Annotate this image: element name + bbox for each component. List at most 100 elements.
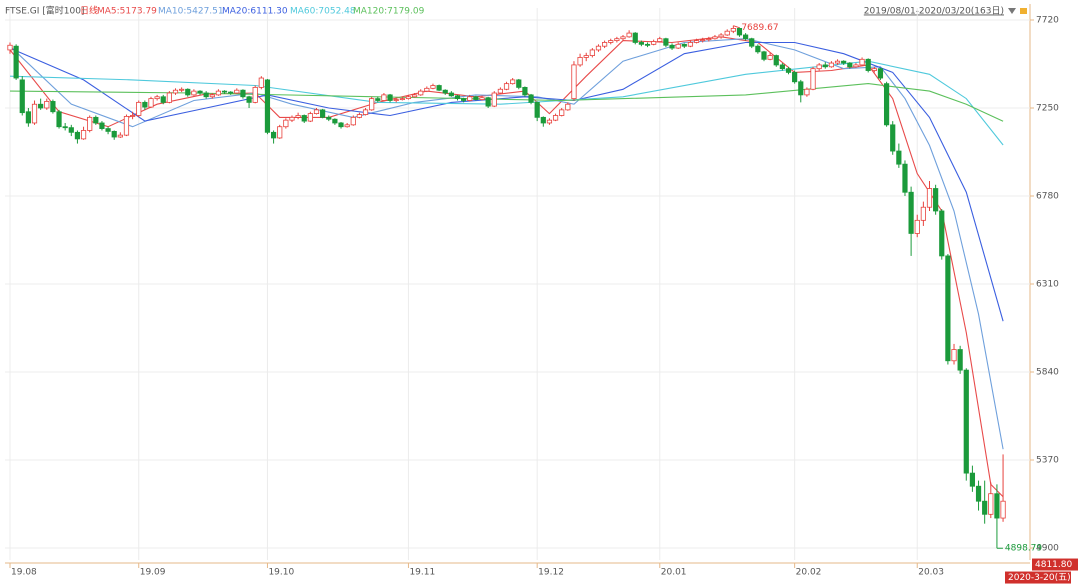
candle-body (540, 116, 546, 124)
y-tick-label: 5840 (1036, 368, 1059, 378)
candle-body (644, 43, 651, 46)
candle-body (552, 115, 559, 121)
candle-body (197, 90, 203, 94)
candle-body (338, 122, 344, 128)
candle-body (945, 255, 951, 362)
candle-body (185, 88, 191, 96)
candle-body (681, 43, 687, 47)
annotation: 7689.67 (741, 23, 778, 33)
candle-body (123, 116, 130, 136)
candle-body (215, 90, 222, 96)
candle-body (608, 40, 614, 43)
candle-body (969, 472, 976, 487)
x-tick-label: 19.11 (409, 568, 435, 578)
candle-body (344, 124, 350, 128)
candle-body (25, 111, 31, 124)
candle-body (405, 96, 412, 100)
candle-body (951, 349, 957, 362)
candle-body (890, 124, 896, 152)
candle-body (38, 103, 44, 109)
candle-body (350, 116, 356, 126)
candle-body (859, 58, 865, 66)
y-tick-label: 7250 (1036, 103, 1059, 113)
candle-body (228, 91, 234, 94)
candle-body (467, 96, 473, 101)
candle-body (736, 28, 743, 36)
candle-body (534, 101, 540, 118)
candle-body (283, 119, 289, 128)
candle-body (129, 115, 136, 117)
candle-body (804, 88, 810, 96)
candle-body (902, 163, 908, 193)
candle-body (841, 60, 847, 64)
candle-body (810, 68, 816, 90)
candle-body (730, 28, 736, 32)
y-tick-label: 7720 (1036, 15, 1059, 25)
candle-body (988, 493, 994, 515)
range-label[interactable]: 2019/08/01-2020/03/20(163日) (864, 6, 1004, 17)
candle-body (252, 86, 258, 103)
candle-body (50, 101, 56, 113)
candle-body (914, 219, 920, 234)
candle-body (503, 83, 510, 90)
candle-body (632, 32, 638, 43)
candle-body (675, 43, 681, 49)
annotation-arrow (733, 25, 740, 29)
candle-body (743, 34, 749, 40)
candle-body (712, 36, 718, 40)
candle-body (994, 493, 1000, 519)
candle-body (387, 94, 393, 101)
candle-body (700, 39, 706, 42)
candle-body (798, 81, 804, 96)
candle-body (883, 83, 890, 126)
candle-body (565, 103, 571, 111)
candle-body (246, 96, 252, 103)
lock-icon[interactable] (1020, 8, 1027, 14)
candle-body (362, 109, 369, 115)
candle-body (393, 99, 399, 101)
candle-body (853, 64, 859, 68)
candle-body (847, 62, 853, 68)
candle-body (93, 116, 99, 124)
candle-body (424, 87, 430, 92)
candle-body (313, 109, 320, 115)
candle-body (982, 500, 988, 515)
candle-body (571, 64, 577, 100)
candle-body (755, 45, 761, 53)
candle-body (865, 58, 871, 71)
candle-body (577, 57, 583, 66)
candle-body (13, 45, 19, 79)
candle-body (31, 103, 38, 124)
candle-body (375, 98, 381, 101)
candle-body (430, 85, 436, 89)
candle-body (816, 64, 822, 70)
candle-body (828, 62, 835, 68)
candle-body (234, 89, 240, 94)
candle-body (191, 90, 197, 96)
candle-body (693, 40, 700, 43)
dropdown-icon[interactable] (1008, 8, 1016, 14)
legend-entry: MA120:7179.09 (353, 7, 425, 17)
candle-body (19, 79, 25, 114)
candle-body (834, 60, 841, 64)
ma-line (9, 38, 1004, 450)
candle-body (792, 72, 798, 83)
candle-body (896, 150, 902, 165)
candle-body (939, 210, 945, 257)
candle-body (602, 42, 608, 47)
candle-body (920, 206, 926, 221)
candle-body (369, 98, 375, 111)
candle-body (356, 114, 363, 118)
cursor-date-box (1005, 571, 1071, 584)
candle-body (933, 188, 939, 212)
candle-body (289, 116, 295, 121)
candle-body (295, 115, 301, 118)
candle-body (179, 88, 185, 91)
candle-body (111, 130, 117, 138)
candle-body (270, 131, 277, 139)
candle-body (44, 101, 50, 109)
y-tick-label: 4900 (1036, 544, 1059, 554)
candle-body (479, 97, 485, 100)
candle-body (399, 98, 405, 101)
